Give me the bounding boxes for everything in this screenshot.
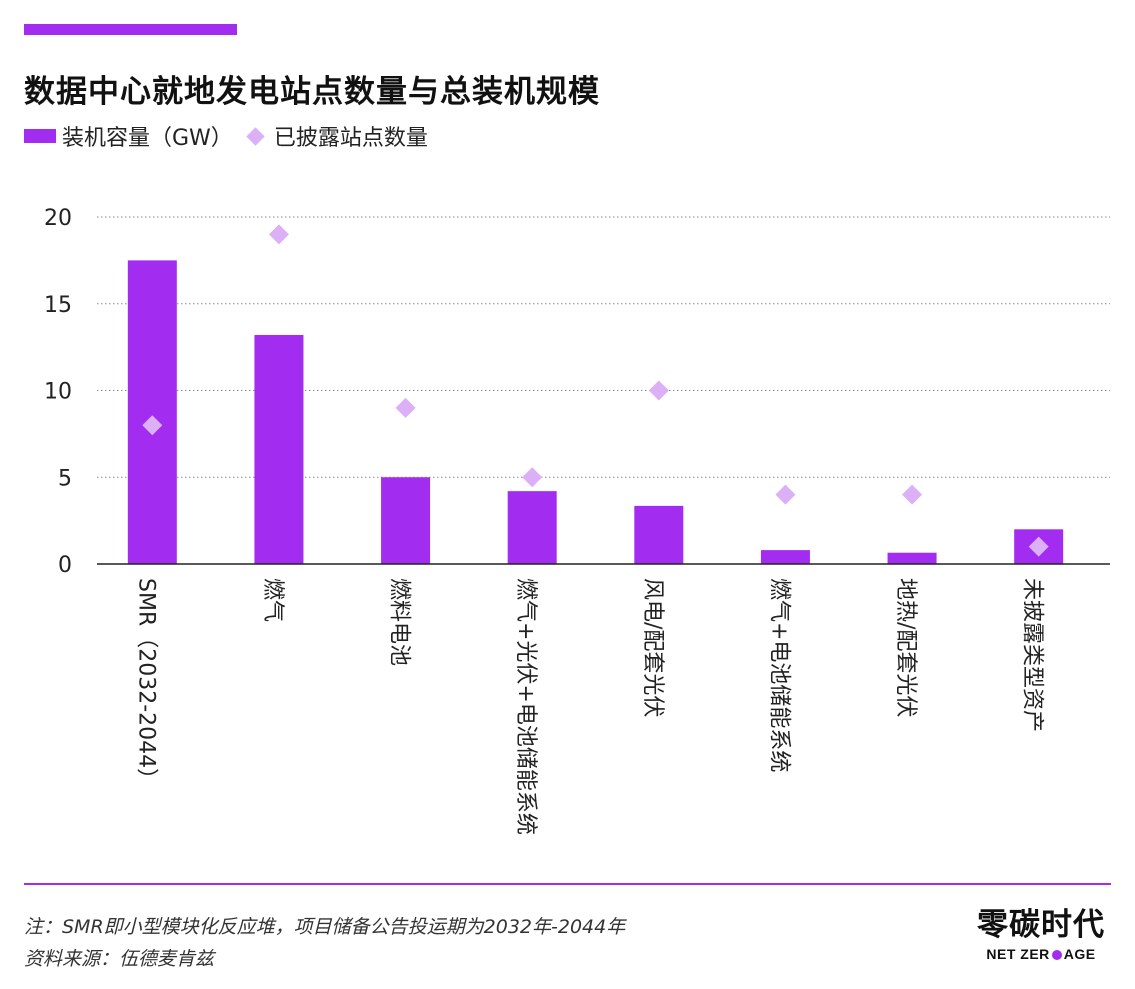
y-tick-label: 5 xyxy=(58,466,72,491)
x-category-label: 风电/配套光伏 xyxy=(640,578,665,717)
x-category-label: 未披露类型资产 xyxy=(1020,578,1045,732)
bar xyxy=(381,477,431,564)
y-tick-label: 15 xyxy=(44,293,72,318)
x-category-label: 燃气+电池储能系统 xyxy=(766,578,791,772)
bar xyxy=(254,334,304,564)
bar xyxy=(887,552,937,564)
legend-bar-swatch xyxy=(24,129,56,143)
brand-dot-icon xyxy=(1051,950,1062,960)
y-tick-label: 0 xyxy=(58,553,72,578)
x-category-label: 燃料电池 xyxy=(387,578,412,666)
x-category-label: 燃气 xyxy=(260,578,285,622)
site-count-marker xyxy=(775,484,796,505)
y-tick-label: 20 xyxy=(44,206,72,231)
legend-bar-label: 装机容量（GW） xyxy=(62,126,233,151)
brand-logo: 零碳时代 NET ZER AGE xyxy=(971,906,1111,964)
site-count-marker xyxy=(522,467,543,488)
site-count-marker xyxy=(648,380,669,401)
x-category-label: SMR（2032-2044） xyxy=(133,578,158,790)
x-category-label: 地热/配套光伏 xyxy=(893,578,918,717)
bar xyxy=(127,260,177,564)
bar xyxy=(760,550,810,564)
site-count-marker xyxy=(902,484,923,505)
footnote: 注：SMR即小型模块化反应堆，项目储备公告投运期为2032年-2044年 xyxy=(24,916,626,938)
brand-name-cn: 零碳时代 xyxy=(977,907,1105,943)
chart-title: 数据中心就地发电站点数量与总装机规模 xyxy=(24,74,600,110)
footer-divider xyxy=(24,883,1111,885)
brand-name-en-right: AGE xyxy=(1063,946,1096,962)
site-count-marker xyxy=(268,224,289,245)
x-category-label: 燃气+光伏+电池储能系统 xyxy=(513,578,538,835)
source-note: 资料来源：伍德麦肯兹 xyxy=(24,948,215,970)
site-count-marker xyxy=(142,415,163,436)
brand-name-en-left: NET ZER xyxy=(986,946,1050,962)
legend: 装机容量（GW） 已披露站点数量 xyxy=(24,120,428,152)
site-count-marker xyxy=(1028,536,1049,557)
y-tick-label: 10 xyxy=(44,380,72,405)
bar xyxy=(634,505,684,564)
bar xyxy=(507,491,557,564)
accent-bar xyxy=(24,24,237,35)
legend-marker-label: 已披露站点数量 xyxy=(273,126,428,151)
site-count-marker xyxy=(395,397,416,418)
brand-name-en: NET ZER AGE xyxy=(971,944,1111,964)
